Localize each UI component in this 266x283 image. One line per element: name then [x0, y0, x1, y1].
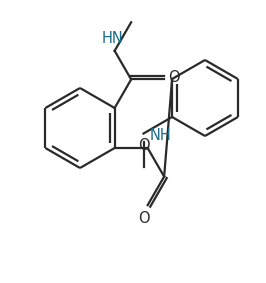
- Text: O: O: [138, 211, 149, 226]
- Text: O: O: [138, 138, 149, 153]
- Text: NH: NH: [150, 128, 171, 143]
- Text: O: O: [168, 70, 180, 85]
- Text: HN: HN: [102, 31, 123, 46]
